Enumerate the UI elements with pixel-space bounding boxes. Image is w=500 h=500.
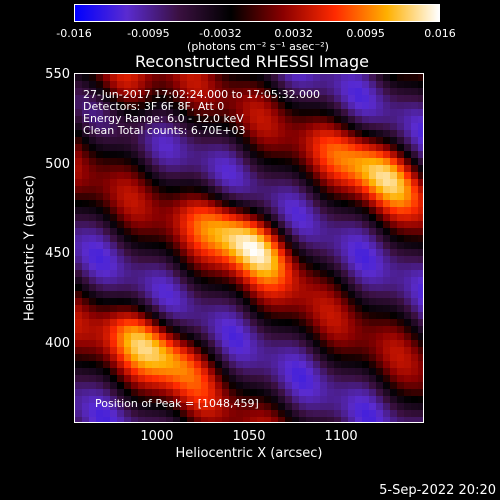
x-tick-label: 1050 [232,429,266,444]
heatmap-plot: 27-Jun-2017 17:02:24.000 to 17:05:32.000… [74,73,424,423]
colorbar-tick-label: -0.0032 [199,27,242,40]
y-tick-label: 500 [45,156,70,172]
colorbar-tick-label: 0.016 [424,27,456,40]
y-tick-label: 400 [45,336,70,352]
energy-range-label: Energy Range: 6.0 - 12.0 keV [83,112,244,125]
y-tick-label: 450 [45,246,70,262]
x-tick-label: 1000 [140,429,174,444]
colorbar-tick-label: -0.016 [56,27,92,40]
y-axis-label: Heliocentric Y (arcsec) [22,175,38,321]
time-range-label: 27-Jun-2017 17:02:24.000 to 17:05:32.000 [83,88,321,101]
heatmap-cells [75,74,423,422]
colorbar-tick-label: 0.0095 [346,27,385,40]
y-tick-label: 550 [45,66,70,82]
chart-title: Reconstructed RHESSI Image [135,52,369,71]
x-tick-label: 1100 [324,429,358,444]
colorbar-units: (photons cm⁻² s⁻¹ asec⁻²) [187,40,329,53]
colorbar-tick-label: -0.0095 [127,27,170,40]
colorbar [74,4,440,22]
x-axis-label: Heliocentric X (arcsec) [175,446,323,461]
peak-position-label: Position of Peak = [1048,459] [95,397,259,410]
heatmap-image [75,74,423,422]
detectors-label: Detectors: 3F 6F 8F, Att 0 [83,100,225,113]
clean-counts-label: Clean Total counts: 6.70E+03 [83,124,246,137]
colorbar-tick-label: 0.0032 [274,27,313,40]
date-stamp: 5-Sep-2022 20:20 [379,483,496,498]
